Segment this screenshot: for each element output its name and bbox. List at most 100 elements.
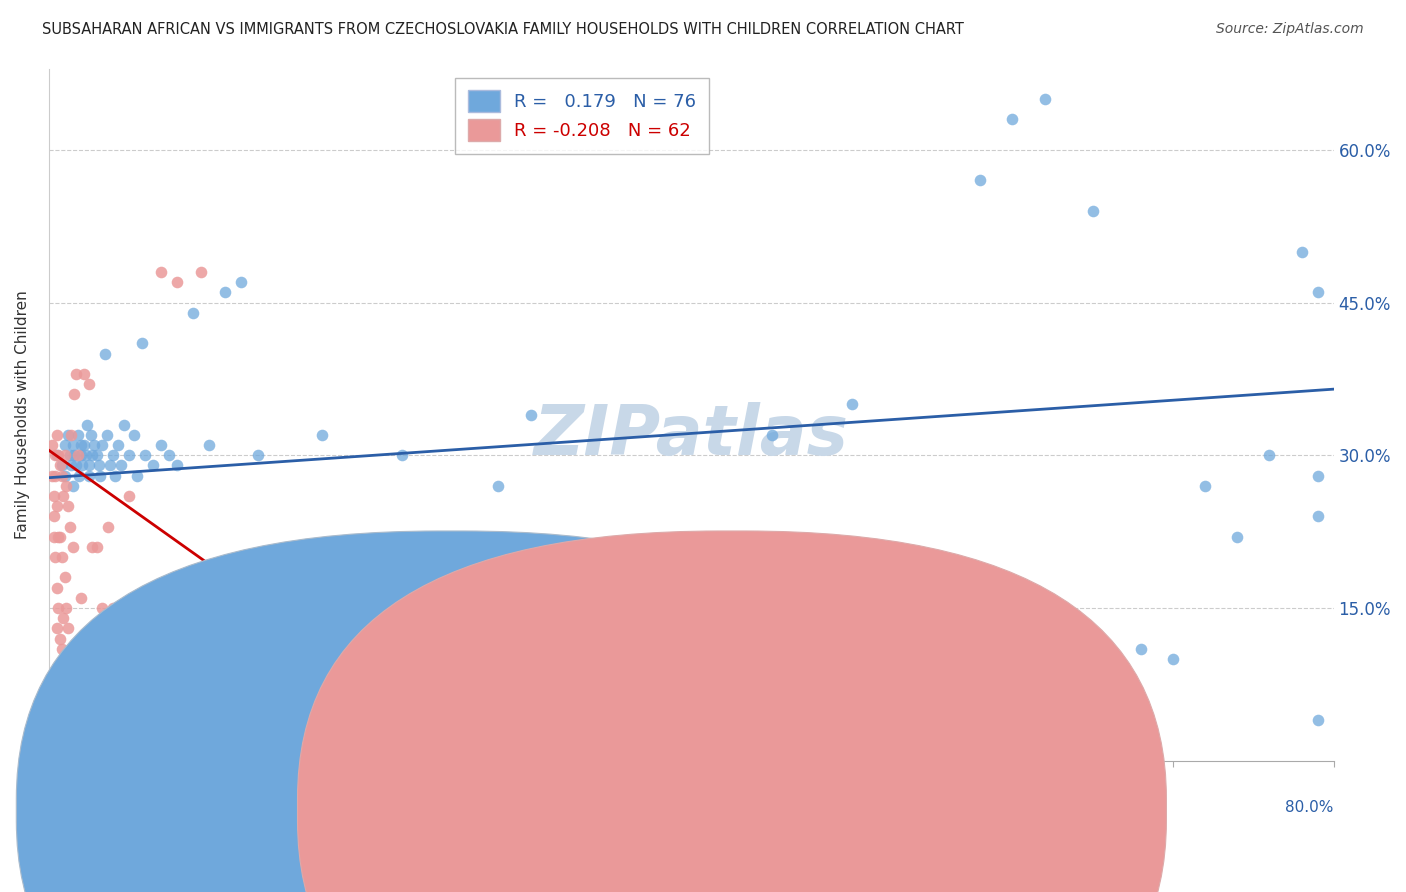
Point xyxy=(488,479,510,493)
Point xyxy=(127,468,149,483)
Point xyxy=(231,641,253,656)
Point xyxy=(72,458,94,473)
Point xyxy=(82,540,104,554)
Point xyxy=(65,367,87,381)
Point xyxy=(75,448,97,462)
Point xyxy=(1033,92,1056,106)
Point xyxy=(76,417,98,432)
Point xyxy=(55,601,77,615)
Point xyxy=(599,550,621,565)
Point xyxy=(1306,285,1329,300)
Point xyxy=(131,336,153,351)
Point xyxy=(157,632,180,646)
Point xyxy=(391,448,413,462)
Point xyxy=(63,448,86,462)
Point xyxy=(51,641,73,656)
Point xyxy=(79,428,101,442)
Point xyxy=(278,641,301,656)
Point xyxy=(198,632,221,646)
Point xyxy=(166,275,188,289)
Point xyxy=(48,530,70,544)
Point xyxy=(841,397,863,411)
Text: 0.0%: 0.0% xyxy=(49,799,87,814)
Point xyxy=(45,499,67,513)
Point xyxy=(1306,713,1329,727)
Point xyxy=(118,489,141,503)
Point xyxy=(190,265,212,279)
Text: Sub-Saharan Africans: Sub-Saharan Africans xyxy=(475,800,640,815)
Point xyxy=(101,601,124,615)
Point xyxy=(44,468,66,483)
Point xyxy=(62,438,84,452)
Point xyxy=(150,438,173,452)
Point xyxy=(73,438,96,452)
Text: SUBSAHARAN AFRICAN VS IMMIGRANTS FROM CZECHOSLOVAKIA FAMILY HOUSEHOLDS WITH CHIL: SUBSAHARAN AFRICAN VS IMMIGRANTS FROM CZ… xyxy=(42,22,965,37)
Point xyxy=(142,458,165,473)
Point xyxy=(921,611,943,625)
Text: Immigrants from Czechoslovakia: Immigrants from Czechoslovakia xyxy=(756,800,1007,815)
Point xyxy=(166,458,188,473)
Point xyxy=(98,458,121,473)
Point xyxy=(110,641,132,656)
Point xyxy=(142,641,165,656)
Point xyxy=(56,499,79,513)
Point xyxy=(56,428,79,442)
Point xyxy=(52,489,75,503)
Point xyxy=(1291,244,1313,259)
Point xyxy=(67,468,90,483)
Point xyxy=(66,428,89,442)
Point xyxy=(96,428,118,442)
Point xyxy=(246,448,269,462)
Point xyxy=(59,519,82,533)
Point xyxy=(97,519,120,533)
Y-axis label: Family Households with Children: Family Households with Children xyxy=(15,290,30,539)
Point xyxy=(101,448,124,462)
Point xyxy=(1306,468,1329,483)
Point xyxy=(62,540,84,554)
Point xyxy=(104,468,127,483)
Text: ZIPatlas: ZIPatlas xyxy=(534,402,849,469)
Point xyxy=(65,458,87,473)
Point xyxy=(761,428,783,442)
Point xyxy=(60,428,83,442)
Point xyxy=(294,611,316,625)
Point xyxy=(1226,530,1249,544)
Point xyxy=(214,621,236,635)
Point xyxy=(519,408,541,422)
Point xyxy=(134,621,156,635)
Point xyxy=(90,438,112,452)
Point xyxy=(231,275,253,289)
Point xyxy=(174,641,197,656)
Point xyxy=(73,367,96,381)
Point xyxy=(52,611,75,625)
Point xyxy=(53,438,76,452)
Point xyxy=(1001,112,1024,127)
Point xyxy=(198,438,221,452)
Point xyxy=(51,550,73,565)
Point xyxy=(70,438,93,452)
Point xyxy=(82,448,104,462)
Point xyxy=(1194,479,1216,493)
Point xyxy=(107,438,129,452)
Point xyxy=(86,448,108,462)
Point xyxy=(62,479,84,493)
Point xyxy=(77,468,100,483)
Point xyxy=(60,458,83,473)
Point xyxy=(51,468,73,483)
Point xyxy=(181,611,204,625)
Text: Source: ZipAtlas.com: Source: ZipAtlas.com xyxy=(1216,22,1364,37)
Point xyxy=(439,601,461,615)
Point xyxy=(41,438,63,452)
Point xyxy=(77,458,100,473)
Point xyxy=(70,591,93,605)
Point xyxy=(89,468,111,483)
Point xyxy=(1306,509,1329,524)
Point xyxy=(44,550,66,565)
Point xyxy=(55,479,77,493)
Point xyxy=(90,601,112,615)
Legend: R =   0.179   N = 76, R = -0.208   N = 62: R = 0.179 N = 76, R = -0.208 N = 62 xyxy=(456,78,709,154)
Point xyxy=(157,448,180,462)
Point xyxy=(51,458,73,473)
Point xyxy=(278,581,301,595)
Point xyxy=(127,641,149,656)
